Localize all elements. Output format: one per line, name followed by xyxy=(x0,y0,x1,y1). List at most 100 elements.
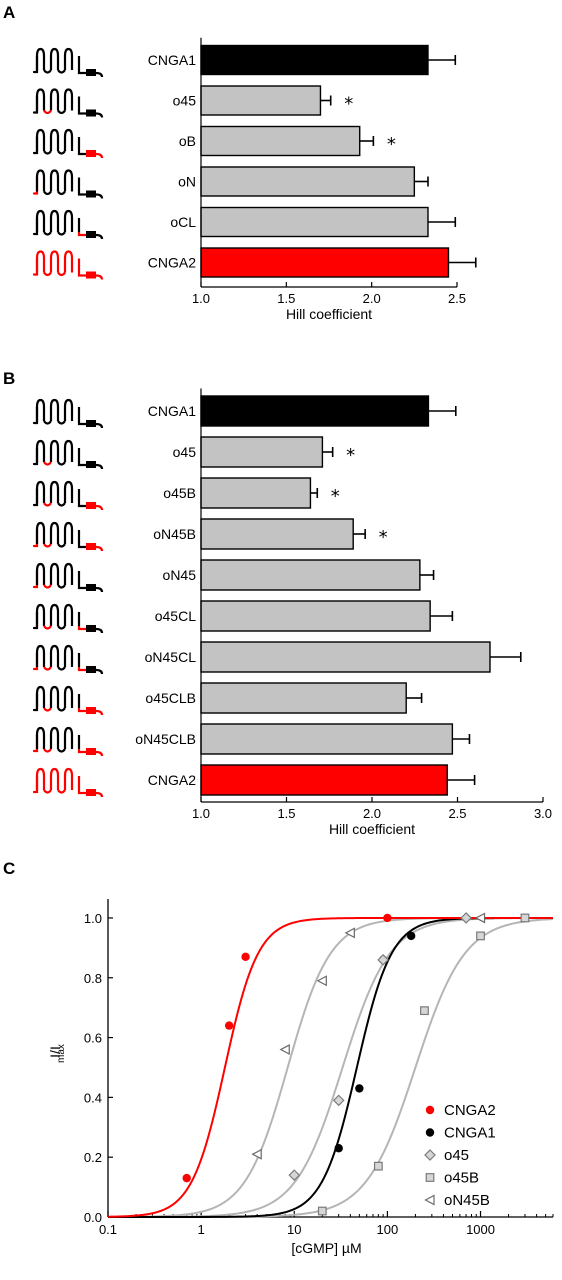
intracellular-loop-segment xyxy=(43,543,52,548)
category-label: oN xyxy=(178,174,196,190)
bar xyxy=(200,682,407,714)
channel-topology-icon xyxy=(32,767,104,798)
x-tick-label: 1 xyxy=(198,1222,205,1237)
intracellular-loop-segment xyxy=(43,707,52,712)
y-tick-label: 0.6 xyxy=(84,1031,102,1046)
panel-letter-a: A xyxy=(3,3,15,22)
y-tick-label: 0.4 xyxy=(84,1090,102,1105)
c-terminus-tail xyxy=(95,668,104,675)
fit-curve xyxy=(108,916,553,1218)
c-terminus-tail xyxy=(95,750,104,757)
cnbd-block xyxy=(86,748,96,755)
category-label: CNGA1 xyxy=(148,52,196,68)
significance-star: * xyxy=(331,486,340,507)
bar xyxy=(200,247,450,278)
bar xyxy=(200,764,448,796)
x-tick-label: 0.1 xyxy=(99,1222,117,1237)
channel-topology-icon xyxy=(32,726,104,757)
intracellular-loop-segment xyxy=(43,271,52,277)
c-linker-segment xyxy=(77,544,86,549)
category-label: o45 xyxy=(173,444,197,460)
c-terminus-tail xyxy=(95,627,104,634)
intracellular-loop-segment xyxy=(43,748,52,753)
bar xyxy=(200,206,429,238)
transmembrane-helices xyxy=(35,644,81,667)
c-linker-segment xyxy=(77,70,86,75)
significance-star: * xyxy=(387,134,396,155)
x-tick-label: 2.5 xyxy=(448,806,466,821)
c-terminus-tail xyxy=(95,463,104,470)
x-tick-label: 10 xyxy=(287,1222,301,1237)
channel-topology-icon xyxy=(32,398,104,429)
transmembrane-helices xyxy=(35,209,81,232)
data-point xyxy=(406,931,416,941)
transmembrane-helices xyxy=(35,439,81,462)
c-terminus-tail xyxy=(95,545,104,552)
significance-star: * xyxy=(379,527,388,548)
y-tick-label: 1.0 xyxy=(84,911,102,926)
intracellular-loop-segment xyxy=(43,420,52,425)
intracellular-loop-segment xyxy=(57,461,66,466)
x-axis-title: Hill coefficient xyxy=(286,306,372,322)
y-tick-label: 0.8 xyxy=(84,971,102,986)
cnbd-block xyxy=(86,109,96,117)
channel-topology-icon xyxy=(32,209,104,240)
c-terminus-tail xyxy=(95,791,104,798)
data-point xyxy=(424,1149,436,1161)
category-label: oN45CLB xyxy=(135,731,196,747)
transmembrane-helices xyxy=(35,47,81,70)
channel-topology-icon xyxy=(32,88,104,118)
cnbd-block xyxy=(86,584,96,591)
intracellular-loop-segment xyxy=(43,789,52,794)
category-label: o45B xyxy=(163,485,196,501)
data-point xyxy=(241,952,250,962)
intracellular-loop-segment xyxy=(57,231,66,236)
intracellular-loop-segment xyxy=(57,748,66,753)
y-axis-title-subscript: max xyxy=(56,1044,67,1063)
transmembrane-helices xyxy=(35,169,81,192)
category-label: o45CLB xyxy=(145,690,196,706)
data-point xyxy=(425,1128,435,1137)
data-point xyxy=(476,931,485,941)
bar xyxy=(200,125,361,157)
intracellular-loop-segment xyxy=(57,271,66,277)
c-terminus-tail xyxy=(95,112,104,118)
intracellular-loop-segment xyxy=(57,190,66,196)
x-tick-label: 2.5 xyxy=(448,291,466,306)
significance-star: * xyxy=(346,445,355,466)
x-tick-label: 3.0 xyxy=(534,806,552,821)
c-terminus-tail xyxy=(95,233,104,240)
data-point xyxy=(420,1006,429,1016)
transmembrane-helices xyxy=(35,88,81,111)
bar xyxy=(200,436,324,468)
c-linker-segment xyxy=(77,585,86,590)
data-point xyxy=(425,1173,435,1182)
data-point xyxy=(344,927,355,939)
data-point xyxy=(460,912,472,924)
cnbd-block xyxy=(86,707,96,714)
intracellular-loop-segment xyxy=(43,584,52,589)
intracellular-loop-segment xyxy=(57,789,66,794)
transmembrane-helices xyxy=(35,480,81,503)
intracellular-loop-segment xyxy=(43,150,52,155)
data-point xyxy=(377,953,389,966)
cnbd-block xyxy=(86,543,96,550)
c-linker-segment xyxy=(77,708,86,713)
category-label: o45 xyxy=(173,93,197,109)
panel-letter-b: B xyxy=(3,369,15,388)
x-tick-label: 1.0 xyxy=(192,806,210,821)
category-label: CNGA1 xyxy=(148,403,196,419)
data-point xyxy=(182,1173,191,1183)
intracellular-loop-segment xyxy=(57,69,66,74)
category-label: o45CL xyxy=(155,608,196,624)
intracellular-loop-segment xyxy=(57,707,66,712)
data-point xyxy=(332,1094,345,1107)
c-linker-segment xyxy=(77,790,86,795)
cnbd-block xyxy=(86,625,96,632)
cnbd-block xyxy=(86,420,96,427)
x-tick-label: 1.5 xyxy=(277,806,295,821)
channel-topology-icon xyxy=(32,480,104,511)
data-point xyxy=(334,1144,343,1153)
transmembrane-helices xyxy=(35,398,81,421)
